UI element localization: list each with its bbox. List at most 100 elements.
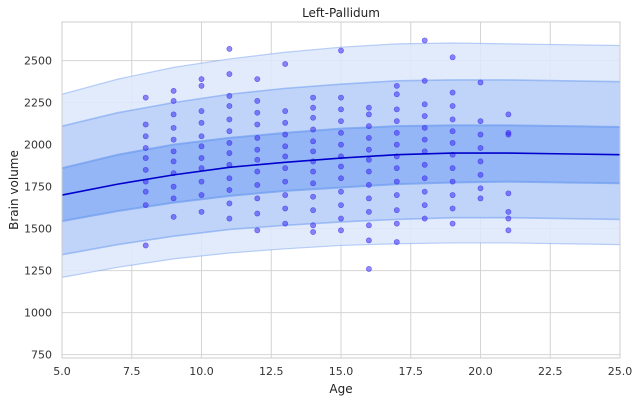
data-point bbox=[226, 200, 233, 207]
data-point bbox=[310, 126, 316, 133]
data-point bbox=[338, 215, 344, 222]
data-point bbox=[198, 108, 205, 114]
data-point bbox=[505, 129, 512, 136]
data-point bbox=[170, 111, 177, 118]
data-point bbox=[365, 111, 372, 118]
data-point bbox=[338, 202, 344, 209]
y-tick-label: 1500 bbox=[24, 223, 52, 236]
data-point bbox=[198, 133, 205, 140]
y-tick-label: 1750 bbox=[24, 181, 52, 194]
data-point bbox=[226, 140, 233, 146]
data-point bbox=[282, 165, 289, 172]
x-tick-label: 15.0 bbox=[329, 365, 354, 378]
x-tick-label: 22.5 bbox=[538, 365, 563, 378]
median-curve bbox=[61, 152, 621, 196]
data-point bbox=[393, 106, 400, 113]
data-point bbox=[393, 141, 400, 148]
data-point bbox=[254, 227, 261, 234]
data-point bbox=[477, 185, 484, 192]
data-point bbox=[142, 166, 149, 173]
data-point bbox=[142, 121, 149, 128]
data-point bbox=[505, 215, 512, 222]
data-point bbox=[393, 178, 400, 185]
data-point bbox=[170, 87, 177, 94]
data-point bbox=[365, 135, 372, 141]
data-point bbox=[310, 229, 316, 235]
data-point bbox=[254, 109, 261, 116]
data-point bbox=[254, 121, 261, 128]
data-point bbox=[393, 220, 400, 227]
data-point bbox=[282, 131, 289, 138]
data-point bbox=[226, 116, 233, 123]
data-point bbox=[198, 208, 205, 215]
chart-title: Left-Pallidum bbox=[302, 6, 380, 20]
data-point bbox=[282, 220, 289, 227]
x-tick-labels: 5.0 7.5 10.0 12.5 15.0 17.5 20.0 22.5 25.0 bbox=[53, 365, 632, 378]
data-point bbox=[198, 82, 205, 89]
data-point bbox=[170, 148, 177, 155]
data-point bbox=[170, 195, 177, 202]
middle-upper-edge bbox=[61, 79, 621, 127]
x-tick-label: 12.5 bbox=[259, 365, 284, 378]
data-point bbox=[449, 54, 456, 61]
data-point bbox=[449, 140, 456, 146]
data-point bbox=[282, 178, 289, 185]
data-point bbox=[477, 158, 484, 165]
data-point bbox=[142, 202, 149, 209]
data-point bbox=[142, 145, 149, 151]
y-tick-label: 2000 bbox=[24, 139, 52, 152]
x-tick-label: 25.0 bbox=[608, 365, 633, 378]
data-point bbox=[170, 136, 177, 143]
data-point bbox=[226, 150, 233, 156]
data-point bbox=[226, 128, 233, 135]
data-point bbox=[449, 128, 456, 135]
data-point bbox=[254, 195, 261, 202]
data-point bbox=[421, 124, 428, 131]
data-point bbox=[365, 168, 372, 175]
data-point bbox=[198, 76, 205, 83]
data-point bbox=[226, 103, 233, 109]
x-tick-label: 5.0 bbox=[53, 365, 71, 378]
data-point bbox=[198, 192, 205, 198]
data-point bbox=[198, 155, 205, 161]
data-point bbox=[421, 188, 428, 195]
data-point bbox=[365, 182, 372, 188]
data-point bbox=[365, 146, 372, 153]
data-point bbox=[338, 94, 344, 101]
data-point bbox=[421, 175, 428, 182]
data-point bbox=[142, 133, 149, 140]
data-point bbox=[338, 106, 344, 113]
data-point bbox=[365, 123, 372, 130]
data-point bbox=[421, 37, 428, 44]
data-point bbox=[198, 143, 205, 150]
data-point bbox=[254, 76, 261, 83]
x-tick-label: 7.5 bbox=[123, 365, 141, 378]
x-tick-label: 20.0 bbox=[468, 365, 493, 378]
data-point bbox=[254, 98, 261, 104]
data-point bbox=[254, 146, 261, 153]
data-point bbox=[310, 94, 316, 101]
data-point bbox=[170, 158, 177, 165]
data-point bbox=[142, 94, 149, 101]
data-point bbox=[393, 118, 400, 125]
data-point bbox=[505, 111, 512, 118]
data-point bbox=[226, 45, 233, 52]
x-axis-title: Age bbox=[329, 382, 352, 396]
data-point bbox=[393, 207, 400, 214]
data-point bbox=[282, 192, 289, 198]
data-point bbox=[226, 215, 233, 222]
data-point bbox=[421, 202, 428, 209]
data-point bbox=[338, 47, 344, 54]
data-point bbox=[449, 192, 456, 198]
data-point bbox=[365, 222, 372, 229]
x-tick-label: 10.0 bbox=[189, 365, 214, 378]
data-point bbox=[421, 101, 428, 108]
data-point bbox=[254, 168, 261, 175]
data-point bbox=[449, 220, 456, 227]
data-point bbox=[310, 168, 316, 175]
data-point bbox=[393, 165, 400, 172]
data-point bbox=[505, 227, 512, 234]
median-line bbox=[61, 152, 621, 196]
data-point bbox=[282, 61, 289, 67]
